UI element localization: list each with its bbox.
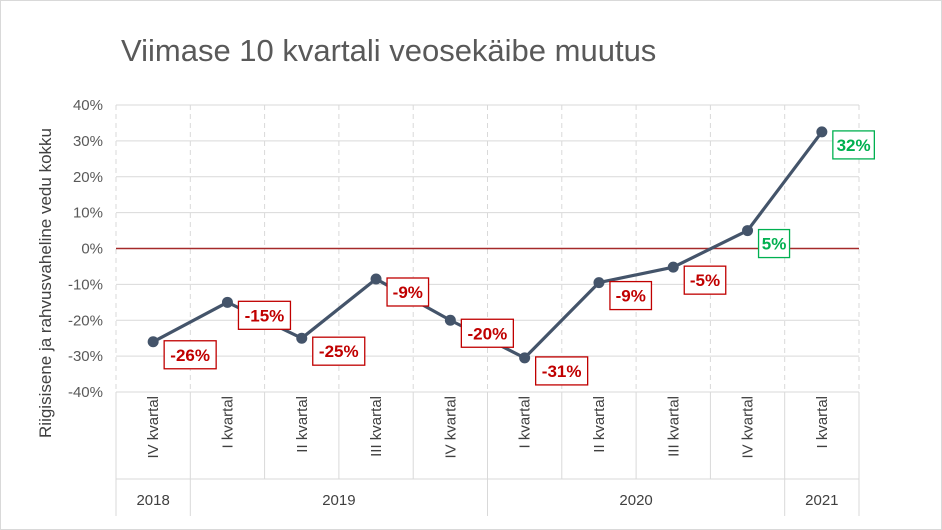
data-point [742, 225, 754, 237]
y-tick-label: 20% [73, 169, 103, 186]
data-point [816, 126, 828, 138]
data-point [370, 273, 382, 285]
chart-title: Viimase 10 kvartali veosekäibe muutus [121, 33, 657, 68]
data-point [593, 277, 605, 289]
year-label: 2020 [619, 492, 652, 509]
y-tick-label: -30% [68, 348, 103, 365]
data-point [667, 261, 679, 273]
data-label: -5% [690, 271, 720, 290]
data-point [221, 296, 233, 308]
data-label-box [460, 318, 515, 348]
data-label: 5% [762, 235, 787, 254]
year-label: 2019 [322, 492, 355, 509]
y-tick-label: 0% [81, 241, 103, 258]
data-label-box [609, 280, 653, 311]
data-label: -26% [170, 346, 210, 365]
y-tick-label: 40% [73, 97, 103, 114]
data-point [519, 352, 531, 364]
category-label: III kvartal [665, 396, 682, 457]
data-label: -25% [319, 342, 359, 361]
y-tick-label: -40% [68, 384, 103, 401]
y-tick-label: -20% [68, 312, 103, 329]
data-label: -20% [468, 324, 508, 343]
data-label-box [386, 277, 430, 307]
y-tick-label: 30% [73, 133, 103, 150]
data-label: -9% [616, 287, 646, 306]
data-label-box [312, 336, 366, 366]
category-label: II kvartal [294, 396, 311, 453]
data-point [444, 314, 456, 326]
year-label: 2021 [805, 492, 838, 509]
year-label: 2018 [136, 492, 169, 509]
category-label: IV kvartal [442, 396, 459, 459]
data-point [296, 332, 308, 344]
data-label-box [832, 130, 875, 160]
category-label: II kvartal [591, 396, 608, 453]
data-label-box [757, 228, 791, 259]
category-label: III kvartal [368, 396, 385, 457]
category-label: IV kvartal [740, 396, 757, 459]
category-label: I kvartal [814, 396, 831, 449]
data-label-box [163, 340, 217, 370]
data-label-box [535, 356, 589, 386]
data-label: -31% [542, 362, 582, 381]
data-label: 32% [837, 136, 871, 155]
y-tick-label: 10% [73, 205, 103, 222]
data-label: -9% [393, 283, 423, 302]
data-label: -15% [245, 306, 285, 325]
category-label: I kvartal [517, 396, 534, 449]
y-tick-label: -10% [68, 276, 103, 293]
category-label: IV kvartal [145, 396, 162, 459]
data-label-box [237, 300, 292, 330]
data-label-box [683, 265, 727, 295]
category-label: I kvartal [219, 396, 236, 449]
data-point [147, 336, 159, 348]
